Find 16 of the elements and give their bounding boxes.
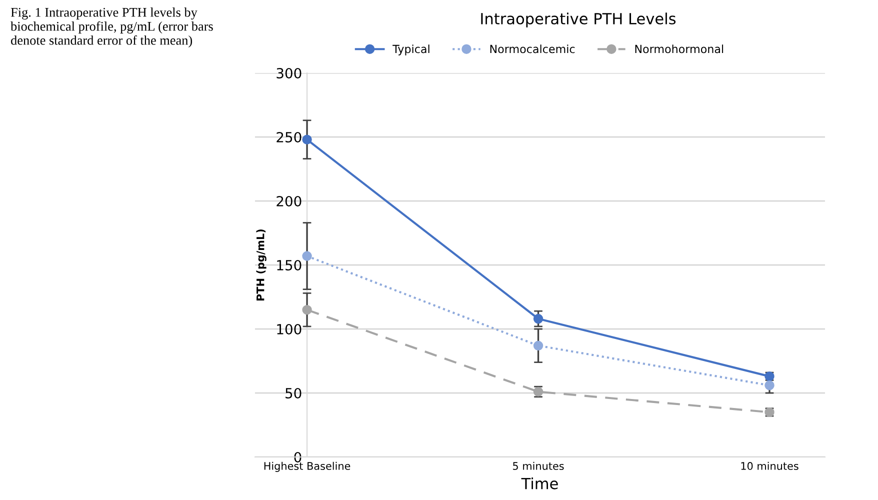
y-tick-label: 150 [277,260,302,270]
legend-label: Normocalcemic [490,44,575,54]
caption: Fig. 1 Intraoperative PTH levels by biochemical profile, pg/mL (error bars denote standard error of the mean) [10,8,213,48]
x-tick-label: 5 minutes [513,462,564,470]
y-axis-title: PTH (pg/mL) [256,229,266,300]
legend-label: Typical [392,44,430,56]
chart-title: Intraoperative PTH Levels [481,12,676,28]
y-tick-label: 300 [276,68,302,78]
x-axis-title: Time [521,478,558,490]
x-tick-label: Highest Baseline [264,462,350,472]
y-tick-label: 250 [276,132,302,142]
x-tick-label: 10 minutes [741,462,798,470]
y-tick-label: 100 [277,324,302,334]
y-tick-label: 50 [286,388,302,398]
legend-label: Normohormonal [635,44,724,54]
y-tick-label: 200 [276,196,302,206]
